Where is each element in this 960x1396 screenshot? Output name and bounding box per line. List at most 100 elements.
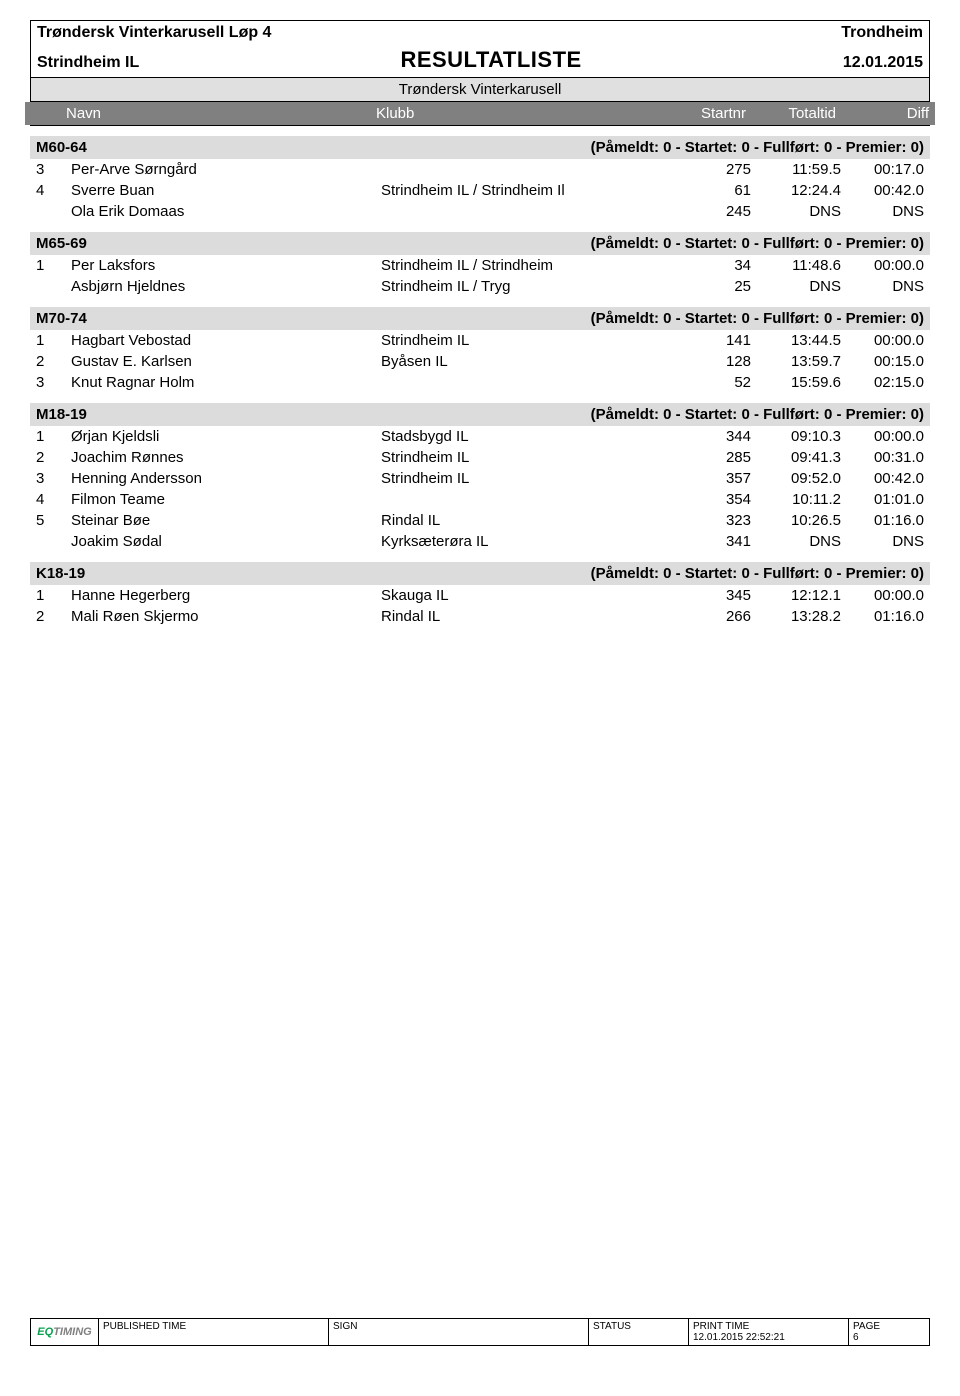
cell-place: 5: [36, 512, 71, 529]
cell-startnr: 345: [661, 587, 751, 604]
cell-diff: 02:15.0: [841, 374, 924, 391]
cell-name: Gustav E. Karlsen: [71, 353, 381, 370]
result-row: 2Gustav E. KarlsenByåsen IL12813:59.700:…: [30, 351, 930, 372]
cell-club: Skauga IL: [381, 587, 661, 604]
cell-diff: 01:01.0: [841, 491, 924, 508]
cell-place: 2: [36, 353, 71, 370]
group-label: M70-74: [36, 310, 87, 327]
cell-diff: 00:00.0: [841, 587, 924, 604]
cell-totaltid: 09:52.0: [751, 470, 841, 487]
cell-club: Kyrksæterøra IL: [381, 533, 661, 550]
cell-place: 1: [36, 587, 71, 604]
cell-totaltid: 11:48.6: [751, 257, 841, 274]
cell-startnr: 266: [661, 608, 751, 625]
group-header: M70-74 (Påmeldt: 0 - Startet: 0 - Fullfør…: [30, 307, 930, 330]
group-label: M65-69: [36, 235, 87, 252]
result-row: Ola Erik Domaas245DNSDNS: [30, 201, 930, 222]
print-label: PRINT TIME: [693, 1321, 844, 1332]
cell-diff: DNS: [841, 278, 924, 295]
cell-totaltid: 15:59.6: [751, 374, 841, 391]
cell-startnr: 275: [661, 161, 751, 178]
cell-startnr: 285: [661, 449, 751, 466]
cell-club: Byåsen IL: [381, 353, 661, 370]
group-label: M18-19: [36, 406, 87, 423]
cell-startnr: 341: [661, 533, 751, 550]
cell-place: 4: [36, 491, 71, 508]
header-box: Trøndersk Vinterkarusell Løp 4 Trondheim…: [30, 20, 930, 78]
organizer: Strindheim IL: [37, 54, 139, 72]
cell-club: [381, 203, 661, 220]
cell-totaltid: 13:28.2: [751, 608, 841, 625]
cell-startnr: 354: [661, 491, 751, 508]
page: Trøndersk Vinterkarusell Løp 4 Trondheim…: [0, 0, 960, 1396]
cell-startnr: 61: [661, 182, 751, 199]
result-row: Joakim SødalKyrksæterøra IL341DNSDNS: [30, 531, 930, 552]
event-date: 12.01.2015: [843, 54, 923, 72]
cell-diff: 00:42.0: [841, 182, 924, 199]
cell-name: Joachim Rønnes: [71, 449, 381, 466]
subheader: Trøndersk Vinterkarusell: [30, 78, 930, 102]
footer-sign: SIGN: [329, 1319, 589, 1345]
cell-place: 1: [36, 332, 71, 349]
group-header: M18-19 (Påmeldt: 0 - Startet: 0 - Fullfør…: [30, 403, 930, 426]
result-row: 3Knut Ragnar Holm5215:59.602:15.0: [30, 372, 930, 393]
footer-published: PUBLISHED TIME: [99, 1319, 329, 1345]
result-row: 3Henning AnderssonStrindheim IL35709:52.…: [30, 468, 930, 489]
cell-diff: 01:16.0: [841, 608, 924, 625]
cell-diff: DNS: [841, 203, 924, 220]
cell-totaltid: 12:24.4: [751, 182, 841, 199]
event-location: Trondheim: [841, 24, 923, 42]
group-summary: (Påmeldt: 0 - Startet: 0 - Fullført: 0 -…: [591, 406, 924, 423]
cell-club: Rindal IL: [381, 608, 661, 625]
cell-name: Asbjørn Hjeldnes: [71, 278, 381, 295]
cell-club: Strindheim IL / Strindheim Il: [381, 182, 661, 199]
logo-eq: EQ: [37, 1326, 53, 1338]
cell-diff: 01:16.0: [841, 512, 924, 529]
footer: EQTIMING PUBLISHED TIME SIGN STATUS PRIN…: [30, 1318, 930, 1346]
result-row: Asbjørn HjeldnesStrindheim IL / Tryg25DN…: [30, 276, 930, 297]
cell-club: Strindheim IL: [381, 470, 661, 487]
header-mid: Strindheim IL RESULTATLISTE 12.01.2015: [31, 45, 929, 77]
group-header: K18-19(Påmeldt: 0 - Startet: 0 - Fullfør…: [30, 562, 930, 585]
col-blank: [31, 105, 66, 122]
cell-club: Strindheim IL: [381, 449, 661, 466]
page-label: PAGE: [853, 1321, 925, 1332]
cell-name: Hagbart Vebostad: [71, 332, 381, 349]
result-row: 4Filmon Teame35410:11.201:01.0: [30, 489, 930, 510]
published-label: PUBLISHED TIME: [103, 1321, 324, 1332]
col-diff: Diff: [836, 105, 929, 122]
event-name: Trøndersk Vinterkarusell Løp 4: [37, 24, 271, 42]
cell-club: Strindheim IL / Strindheim: [381, 257, 661, 274]
cell-name: Per Laksfors: [71, 257, 381, 274]
result-row: 1Per LaksforsStrindheim IL / Strindheim3…: [30, 255, 930, 276]
col-name: Navn: [66, 105, 376, 122]
group-summary: (Påmeldt: 0 - Startet: 0 - Fullført: 0 -…: [591, 565, 924, 582]
cell-totaltid: 09:10.3: [751, 428, 841, 445]
col-club: Klubb: [376, 105, 656, 122]
group-header: M65-69(Påmeldt: 0 - Startet: 0 - Fullfør…: [30, 232, 930, 255]
status-label: STATUS: [593, 1321, 684, 1332]
cell-place: 2: [36, 608, 71, 625]
cell-totaltid: 12:12.1: [751, 587, 841, 604]
cell-totaltid: 10:26.5: [751, 512, 841, 529]
cell-diff: 00:00.0: [841, 332, 924, 349]
footer-print: PRINT TIME 12.01.2015 22:52:21: [689, 1319, 849, 1345]
footer-page: PAGE 6: [849, 1319, 929, 1345]
cell-place: 3: [36, 161, 71, 178]
cell-startnr: 128: [661, 353, 751, 370]
cell-totaltid: 13:59.7: [751, 353, 841, 370]
col-total: Totaltid: [746, 105, 836, 122]
cell-name: Sverre Buan: [71, 182, 381, 199]
footer-status: STATUS: [589, 1319, 689, 1345]
cell-diff: 00:00.0: [841, 257, 924, 274]
cell-diff: 00:42.0: [841, 470, 924, 487]
cell-name: Henning Andersson: [71, 470, 381, 487]
header-top: Trøndersk Vinterkarusell Løp 4 Trondheim: [31, 21, 929, 45]
group-summary: (Påmeldt: 0 - Startet: 0 - Fullført: 0 -…: [591, 310, 924, 327]
sign-label: SIGN: [333, 1321, 584, 1332]
cell-club: Rindal IL: [381, 512, 661, 529]
cell-place: [36, 533, 71, 550]
cell-place: 3: [36, 470, 71, 487]
cell-name: Joakim Sødal: [71, 533, 381, 550]
cell-place: [36, 278, 71, 295]
